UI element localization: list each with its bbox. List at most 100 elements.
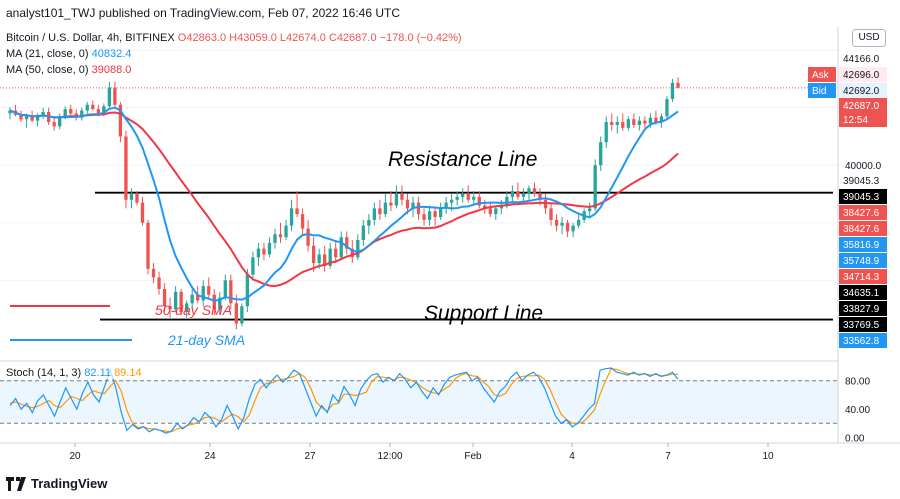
top-price-badge: 44166.0 [843,54,880,65]
candle-body [212,294,216,310]
candle-body [162,288,167,307]
candle-body [361,225,365,241]
candle-body [317,254,321,264]
candle-body [438,208,443,218]
bid-badge: 42692.0 [843,86,880,97]
candle-body [19,114,23,120]
candle-body [334,248,338,258]
candle-body [8,110,12,114]
currency-button[interactable]: USD [852,29,886,47]
candle-body [549,208,553,220]
time-tick-label: 27 [304,451,316,462]
candle-body [234,303,239,324]
price-label-bg [839,221,887,236]
ohlc-values: O42863.0 H43059.0 L42674.0 C42687.0 −178… [177,32,462,44]
candle-body [102,106,106,114]
candle-body [532,188,537,194]
candle-body [505,196,509,206]
candle-body [196,294,200,301]
candle-body [113,87,117,105]
price-label-bg [839,205,887,220]
candle-body [538,194,542,200]
candle-body [96,109,100,114]
candle-body [632,119,636,125]
candle-body [267,242,272,255]
published-line: analyst101_TWJ published on TradingView.… [6,6,401,20]
top-price-badge-bg [839,51,887,66]
price-tick-label: 40000.0 [845,161,882,172]
price-label: 34635.1 [843,288,880,299]
candle-body [63,109,67,117]
candle-body [245,274,250,307]
candle-body [306,228,310,246]
candle-body [449,199,454,203]
candle-body [383,202,388,215]
candle-body [477,196,481,206]
candle-body [455,196,459,200]
candle-body [593,165,597,209]
candle-body [223,280,227,298]
branding-text: TradingView [31,476,108,491]
time-tick-label: Feb [464,451,482,462]
candle-body [262,248,266,255]
candle-body [576,219,581,226]
candle-body [521,194,526,197]
candle-body [527,188,531,194]
candle-body [179,291,183,312]
price-label-bg [839,173,887,188]
support-annotation: Support Line [424,302,543,325]
candle-body [676,82,680,88]
candle-body [185,303,189,312]
price-label-bg [839,237,887,252]
candle-body [427,211,432,220]
candle-body [615,122,619,125]
ma50-legend-label: MA (50, close, 0) [6,64,89,76]
symbol-row: Bitcoin / U.S. Dollar, 4h, BITFINEX O428… [6,32,462,44]
candle-body [135,194,139,203]
candle-body [433,211,437,218]
price-label: 38427.6 [843,208,880,219]
candle-body [278,234,283,238]
candle-body [389,202,393,206]
price-grid [0,49,838,281]
candle-body [284,225,288,238]
price-axis: 40000.042000.044166.0Ask42696.0Bid42692.… [808,51,887,348]
candle-body [461,194,465,197]
candle-body [251,257,255,275]
bid-badge-tag-bg [808,83,836,98]
candle-body [124,136,128,200]
candle-body [35,114,40,121]
price-label: 35816.9 [843,240,880,251]
ask-badge-tag: Ask [812,70,830,81]
candle-body [604,122,608,143]
candle-body [554,219,559,226]
price-label-bg [839,189,887,204]
stoch-k-value: 82.11 [84,367,111,379]
candle-body [157,277,161,289]
candle-body [129,194,134,200]
candle-body [610,122,614,125]
stoch-tick-label: 0.00 [845,433,865,444]
bid-badge-bg [839,83,887,98]
time-tick-label: 7 [665,451,671,462]
candle-body [173,291,178,310]
candle-body [328,248,332,266]
price-label: 34714.3 [843,272,880,283]
legend-21-label: 21-day SMA [167,332,245,348]
candle-body [643,120,647,124]
candle-body [289,208,294,226]
candle-body [311,245,316,264]
candle-body [339,237,343,258]
candle-body [240,306,244,324]
candle-body [494,208,498,215]
candle-body [85,104,89,111]
ask-badge-bg [839,67,887,82]
candle-body [372,208,377,220]
ask-badge-tag-bg [808,67,836,82]
price-label: 33562.8 [843,336,880,347]
price-label: 33827.9 [843,304,880,315]
bid-badge-tag: Bid [812,86,826,97]
price-label-bg [839,317,887,332]
candle-body [565,222,570,232]
countdown-badge-bg [839,112,887,127]
